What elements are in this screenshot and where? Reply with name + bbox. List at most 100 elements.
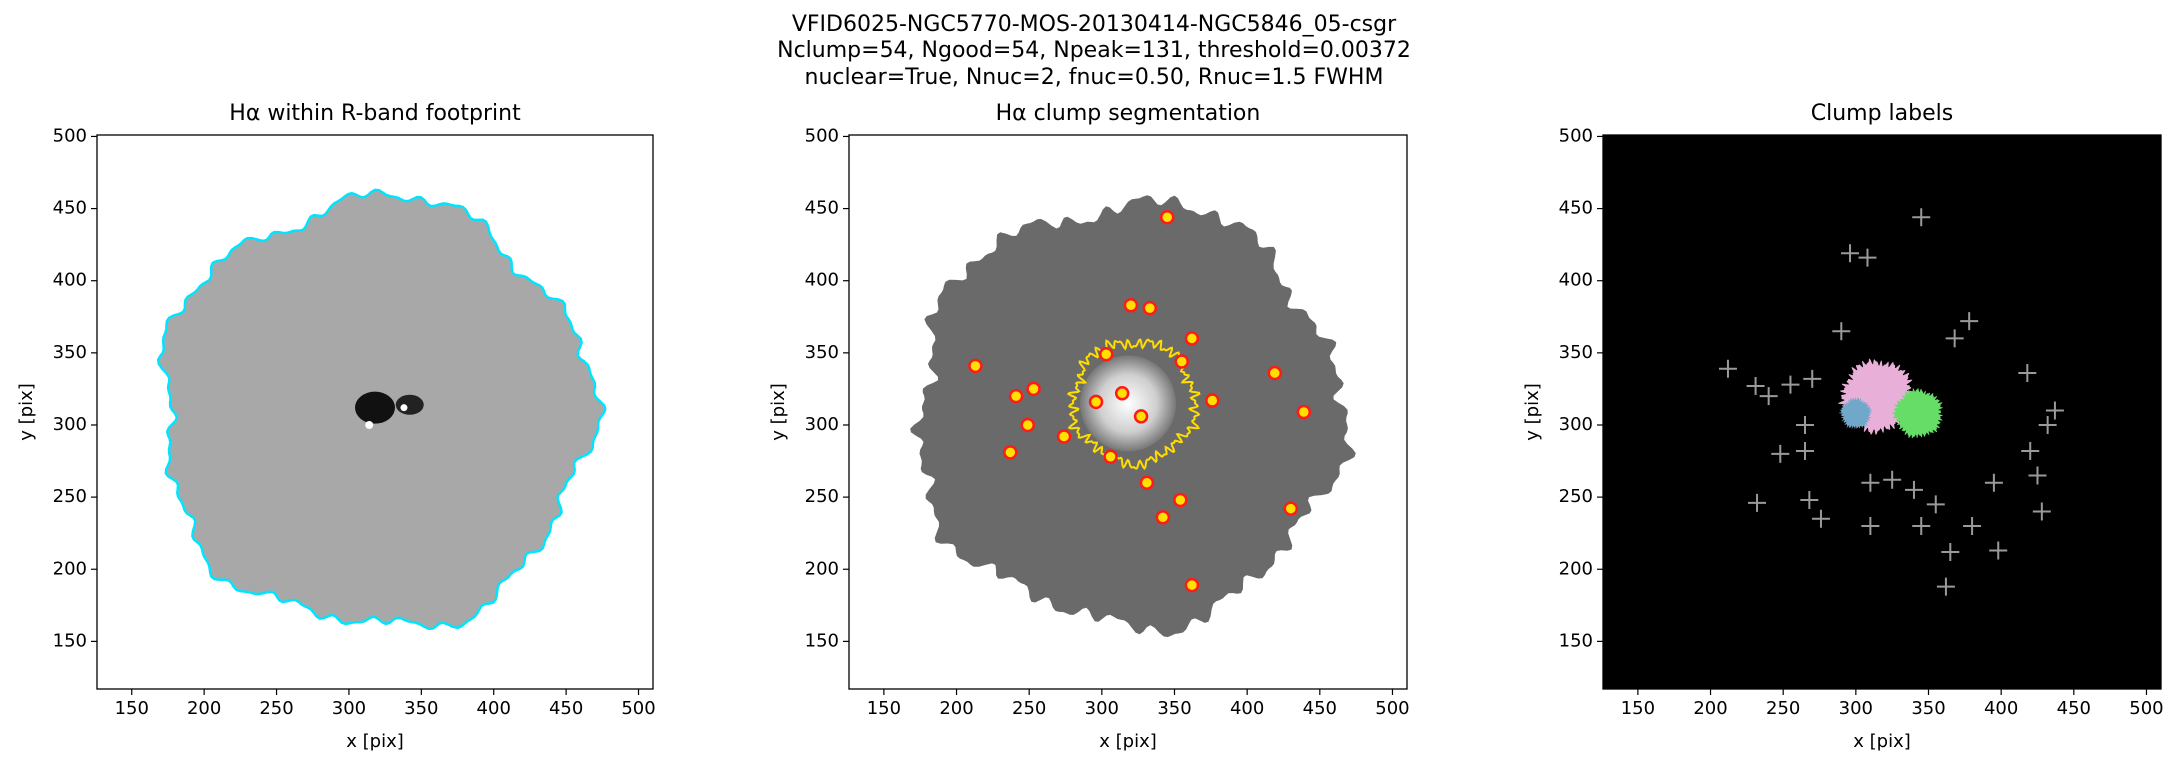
x-tick-label: 500 xyxy=(2129,698,2163,719)
clump-marker xyxy=(1159,209,1175,225)
x-tick-label: 150 xyxy=(867,698,901,719)
axes-frame xyxy=(96,134,654,690)
y-axis-label: y [pix] xyxy=(768,383,789,441)
x-tick-label: 200 xyxy=(939,698,973,719)
clump-cross xyxy=(2018,364,2037,383)
clump-marker xyxy=(1142,300,1158,316)
y-tick-label: 150 xyxy=(805,630,839,651)
panel: 150 200 250 300 350 400 450 500 150 200 250 300 350 4… xyxy=(768,101,1410,752)
clump-cross xyxy=(1984,473,2003,492)
y-tick-label: 150 xyxy=(1559,630,1593,651)
x-tick-label: 300 xyxy=(1839,698,1873,719)
y-tick-label: 450 xyxy=(53,198,87,219)
contour xyxy=(1066,338,1201,471)
clump-cross xyxy=(1858,248,1877,267)
nucleus xyxy=(395,394,424,415)
clump-marker xyxy=(1123,297,1139,313)
y-tick-label: 200 xyxy=(805,558,839,579)
clump-marker xyxy=(968,358,983,374)
x-axis-label: x [pix] xyxy=(1853,731,1911,752)
y-tick-label: 400 xyxy=(1559,270,1593,291)
clump-cross xyxy=(1811,509,1830,528)
clump-cross xyxy=(1781,375,1800,394)
clump-marker xyxy=(1184,331,1200,346)
y-tick-label: 400 xyxy=(805,270,839,291)
y-axis-label: y [pix] xyxy=(1522,383,1543,441)
panel: 150 200 250 300 350 400 450 500 150 200 250 300 350 4… xyxy=(16,101,656,752)
hot-spot xyxy=(400,404,408,412)
clump-cross xyxy=(2021,441,2040,460)
x-tick-label: 400 xyxy=(1984,698,2018,719)
y-tick-label: 350 xyxy=(805,342,839,363)
clump-marker xyxy=(1267,365,1283,381)
axes-title: Hα clump segmentation xyxy=(996,101,1261,126)
clump-cross xyxy=(2028,466,2047,485)
clump-marker xyxy=(1103,449,1118,464)
x-tick-label: 350 xyxy=(404,698,438,719)
axes-title: Clump labels xyxy=(1811,101,1953,126)
clump-cross xyxy=(2032,502,2051,521)
y-axis-label: y [pix] xyxy=(16,383,37,441)
x-tick-label: 300 xyxy=(1085,698,1119,719)
clump-cross xyxy=(1803,369,1822,388)
clump-marker xyxy=(1139,475,1155,490)
y-tick-label: 500 xyxy=(805,125,839,146)
x-tick-label: 200 xyxy=(1693,698,1727,719)
clump-cross xyxy=(1904,480,1923,499)
clump-marker xyxy=(1020,417,1035,433)
x-tick-label: 450 xyxy=(1303,698,1337,719)
clump-marker xyxy=(1173,492,1188,508)
y-tick-label: 200 xyxy=(53,558,87,579)
x-tick-label: 500 xyxy=(1375,698,1409,719)
clump-cross xyxy=(1748,493,1767,512)
clump-cross xyxy=(1832,322,1851,341)
clump-cross xyxy=(1861,473,1880,492)
x-axis-label: x [pix] xyxy=(1099,731,1157,752)
x-tick-label: 150 xyxy=(115,698,149,719)
y-tick-label: 400 xyxy=(53,270,87,291)
clump-marker xyxy=(1098,347,1114,362)
suptitle: Nclump=54, Ngood=54, Npeak=131, threshol… xyxy=(777,38,1411,63)
clump-cross xyxy=(1912,516,1931,535)
x-tick-label: 200 xyxy=(187,698,221,719)
axes-frame xyxy=(1602,134,2162,690)
clump-cross xyxy=(1941,542,1960,561)
clump-cross xyxy=(1936,577,1955,596)
clump-cross xyxy=(1963,516,1982,535)
clump-cross xyxy=(1989,541,2008,560)
x-tick-label: 400 xyxy=(1230,698,1264,719)
clump-marker xyxy=(1155,510,1171,525)
hot-spot xyxy=(365,420,374,429)
x-tick-label: 350 xyxy=(1157,698,1191,719)
x-tick-label: 450 xyxy=(2057,698,2091,719)
clump-cross xyxy=(1912,208,1931,227)
x-tick-label: 300 xyxy=(332,698,366,719)
y-tick-label: 250 xyxy=(805,486,839,507)
clump-marker xyxy=(1205,393,1220,408)
clump-marker xyxy=(1133,409,1149,424)
clump-cross xyxy=(1718,359,1737,378)
x-axis-label: x [pix] xyxy=(346,731,404,752)
x-tick-label: 450 xyxy=(549,698,583,719)
panel: 150 200 250 300 350 400 450 500 150 200 250 300 350 4… xyxy=(1522,101,2164,752)
nucleus xyxy=(355,391,395,424)
clump-cross xyxy=(1861,516,1880,535)
clump-marker xyxy=(1026,381,1041,397)
clump-cross xyxy=(1800,491,1819,510)
clump-cross xyxy=(1883,470,1902,489)
y-tick-label: 450 xyxy=(1559,198,1593,219)
clump-cross xyxy=(1771,444,1790,463)
y-tick-label: 300 xyxy=(53,414,87,435)
y-tick-label: 350 xyxy=(1559,342,1593,363)
clump-marker xyxy=(1283,501,1298,516)
suptitle: nuclear=True, Nnuc=2, fnuc=0.50, Rnuc=1.… xyxy=(805,65,1384,90)
x-tick-label: 250 xyxy=(259,698,293,719)
clump-cross xyxy=(2038,415,2057,434)
clump-cross xyxy=(1841,244,1860,263)
x-tick-label: 250 xyxy=(1766,698,1800,719)
y-tick-label: 300 xyxy=(1559,414,1593,435)
y-tick-label: 300 xyxy=(805,414,839,435)
clump-marker xyxy=(1296,404,1312,420)
clump-marker xyxy=(1003,445,1018,460)
y-tick-label: 250 xyxy=(53,486,87,507)
